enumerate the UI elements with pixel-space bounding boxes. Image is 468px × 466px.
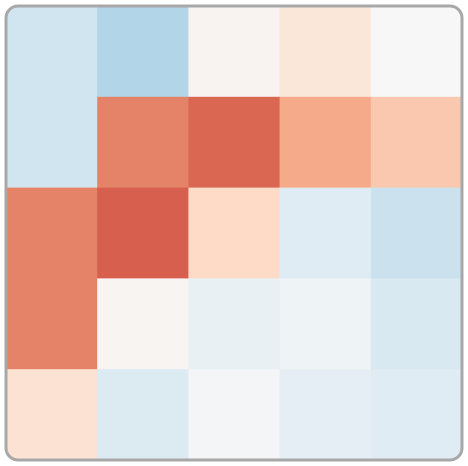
cell [188, 6, 281, 98]
cell [188, 96, 281, 189]
cell [370, 278, 462, 370]
cell [279, 278, 372, 370]
cell [188, 278, 281, 370]
cell [188, 187, 281, 279]
frame [4, 4, 464, 462]
cell [370, 6, 462, 98]
cell [6, 187, 98, 279]
cell [279, 187, 372, 279]
cell [188, 369, 281, 460]
cell [370, 96, 462, 189]
cell [6, 96, 98, 189]
cell [279, 6, 372, 98]
cell [97, 369, 189, 460]
cell [279, 96, 372, 189]
cell [97, 6, 189, 98]
cell [97, 96, 189, 189]
cell-grid [6, 6, 462, 460]
cell [6, 278, 98, 370]
cell [97, 278, 189, 370]
cell [279, 369, 372, 460]
cell [370, 369, 462, 460]
cell [6, 369, 98, 460]
cell [97, 187, 189, 279]
cell [370, 187, 462, 279]
cell [6, 6, 98, 98]
